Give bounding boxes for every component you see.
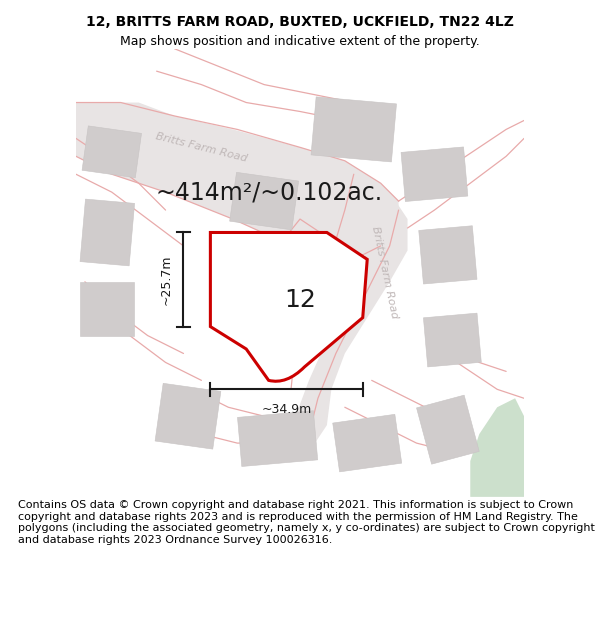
Text: Contains OS data © Crown copyright and database right 2021. This information is : Contains OS data © Crown copyright and d… [18,500,595,545]
Text: Map shows position and indicative extent of the property.: Map shows position and indicative extent… [120,35,480,48]
Polygon shape [333,414,402,472]
Polygon shape [80,282,134,336]
Text: Britts Farm Road: Britts Farm Road [370,226,400,320]
Text: 12, BRITTS FARM ROAD, BUXTED, UCKFIELD, TN22 4LZ: 12, BRITTS FARM ROAD, BUXTED, UCKFIELD, … [86,14,514,29]
Polygon shape [80,199,134,266]
Polygon shape [240,272,297,318]
PathPatch shape [211,232,367,381]
Polygon shape [282,148,398,237]
Polygon shape [419,226,477,284]
Polygon shape [291,174,407,452]
Polygon shape [76,102,398,264]
Polygon shape [311,97,397,162]
Polygon shape [470,398,524,497]
Text: ~25.7m: ~25.7m [159,254,172,305]
Polygon shape [82,126,142,178]
Polygon shape [424,313,481,367]
Polygon shape [416,395,479,464]
Text: ~414m²/~0.102ac.: ~414m²/~0.102ac. [155,180,382,204]
Polygon shape [238,411,317,466]
Text: ~34.9m: ~34.9m [262,402,311,416]
Text: 12: 12 [284,288,316,312]
Polygon shape [230,173,299,230]
Polygon shape [401,147,468,201]
Text: Britts Farm Road: Britts Farm Road [155,131,248,164]
Polygon shape [155,383,221,449]
